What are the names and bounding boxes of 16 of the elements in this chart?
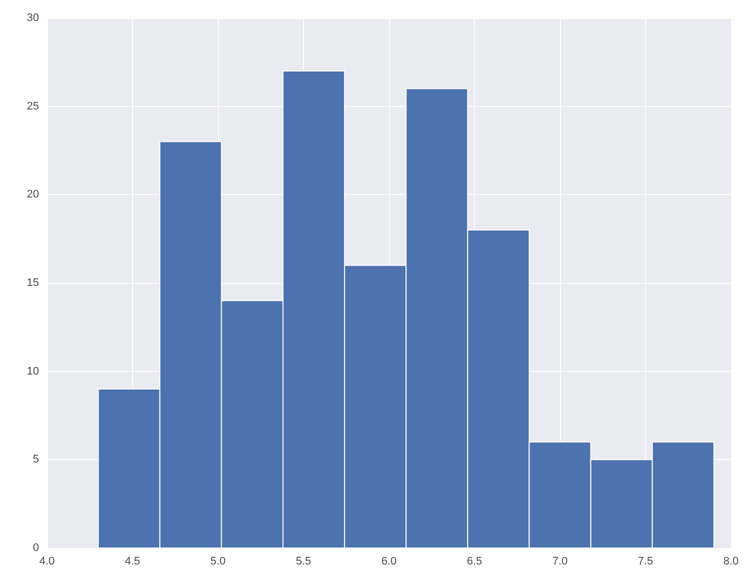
x-tick-label: 7.5: [638, 556, 654, 568]
y-tick-label: 30: [26, 12, 39, 24]
y-tick-label: 0: [32, 542, 39, 554]
x-tick-label: 7.0: [552, 556, 568, 568]
x-tick-label: 6.0: [381, 556, 397, 568]
x-tick-label: 6.5: [466, 556, 482, 568]
y-tick-label: 20: [26, 188, 39, 201]
x-tick-label: 5.0: [210, 556, 226, 568]
y-tick-label: 10: [26, 365, 39, 378]
x-tick-label: 4.0: [39, 556, 55, 568]
x-tick-label: 5.5: [296, 556, 312, 568]
y-tick-label: 5: [32, 454, 39, 466]
y-tick-label: 15: [26, 277, 39, 289]
x-tick-label: 4.5: [124, 556, 140, 568]
x-tick-label: 8.0: [723, 556, 739, 568]
y-tick-label: 25: [26, 100, 39, 112]
